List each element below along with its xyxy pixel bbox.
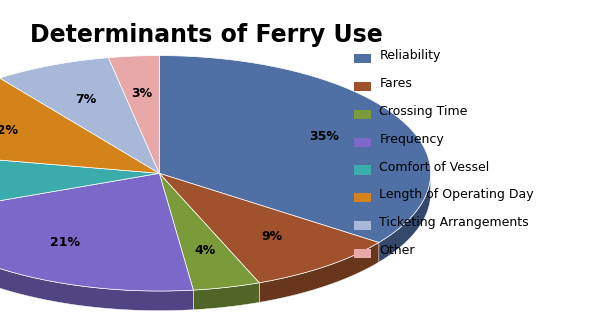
Bar (354, 249, 371, 258)
Polygon shape (159, 173, 379, 283)
Polygon shape (194, 283, 259, 310)
Bar (354, 193, 371, 202)
Text: 3%: 3% (132, 87, 152, 100)
Text: Crossing Time: Crossing Time (379, 105, 468, 118)
Text: Other: Other (379, 244, 415, 257)
Text: 12%: 12% (0, 124, 18, 137)
Polygon shape (0, 173, 194, 291)
Polygon shape (0, 78, 159, 173)
Text: Ticketing Arrangements: Ticketing Arrangements (379, 216, 529, 229)
Polygon shape (379, 179, 431, 262)
Polygon shape (0, 217, 194, 311)
Bar (354, 138, 371, 147)
Text: Fares: Fares (379, 77, 412, 90)
Text: Reliability: Reliability (379, 49, 441, 62)
Polygon shape (0, 58, 159, 173)
Text: 7%: 7% (76, 93, 97, 106)
Polygon shape (0, 151, 159, 217)
Text: 35%: 35% (309, 130, 339, 144)
Text: 4%: 4% (195, 244, 216, 257)
Text: Frequency: Frequency (379, 133, 444, 146)
Polygon shape (109, 56, 159, 173)
Text: 9%: 9% (262, 230, 283, 243)
Text: Comfort of Vessel: Comfort of Vessel (379, 161, 490, 174)
Bar (354, 165, 371, 175)
Text: 21%: 21% (50, 236, 80, 249)
Polygon shape (159, 56, 431, 243)
Bar (354, 82, 371, 91)
Bar (354, 221, 371, 230)
Text: Determinants of Ferry Use: Determinants of Ferry Use (30, 23, 383, 47)
Bar (354, 54, 371, 63)
Polygon shape (259, 243, 379, 302)
Polygon shape (159, 173, 259, 290)
Text: Length of Operating Day: Length of Operating Day (379, 188, 534, 201)
Bar (354, 110, 371, 119)
